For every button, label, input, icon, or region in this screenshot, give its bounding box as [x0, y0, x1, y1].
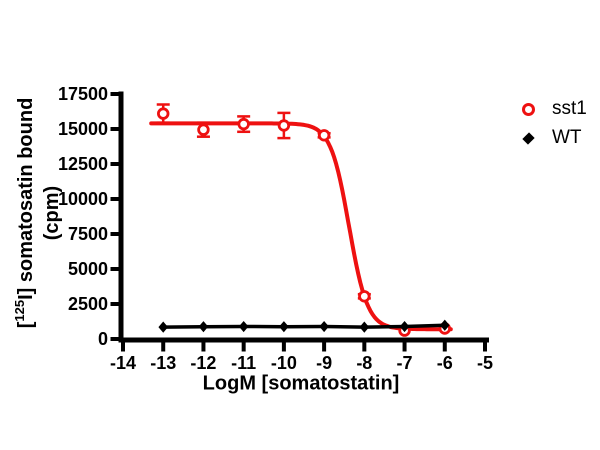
x-tick-label: -13 [150, 353, 176, 373]
x-tick-label: -6 [437, 353, 453, 373]
y-axis-title-line1: [125I] somatosatin bound [7, 98, 39, 329]
y-tick-label: 5000 [68, 259, 108, 279]
sst1-fit-curve [149, 121, 453, 332]
x-tick-label: -10 [271, 353, 297, 373]
x-tick-label: -12 [190, 353, 216, 373]
legend-marker-box [517, 131, 539, 145]
WT-data-point [279, 321, 289, 333]
open-circle-marker-icon [521, 102, 535, 116]
WT-data-point [359, 321, 370, 333]
sst1-data-point [277, 119, 291, 132]
x-tick-label: -9 [316, 353, 332, 373]
WT-data-point [238, 320, 249, 333]
sst1-data-point [197, 123, 210, 136]
y-title-text: I] somatosatin bound [14, 97, 37, 300]
x-tick-label: -7 [397, 353, 413, 373]
WT-data-point [198, 321, 209, 333]
y-tick-label: 2500 [68, 294, 108, 314]
WT-data-point [158, 321, 169, 333]
y-axis-title-line2: (cpm) [40, 185, 63, 241]
y-tick-label: 17500 [58, 84, 108, 104]
y-tick-label: 7500 [68, 224, 108, 244]
y-tick-label: 0 [98, 329, 108, 349]
WT-data-point [439, 319, 450, 331]
x-tick-label: -8 [356, 353, 372, 373]
x-tick-label: -5 [477, 353, 493, 373]
sst1-data-point [358, 290, 371, 303]
y-title-bracket: [ [14, 321, 37, 329]
x-tick-label: -14 [110, 353, 136, 373]
y-tick-label: 10000 [58, 189, 108, 209]
WT-line [161, 323, 447, 329]
sst1-data-point [237, 117, 250, 131]
y-tick-label: 12500 [58, 154, 108, 174]
filled-diamond-marker-icon [521, 131, 535, 145]
y-axis-title: [125I] somatosatin bound (cpm) [7, 98, 65, 329]
sst1-data-point [317, 129, 331, 142]
WT-data-point [399, 320, 410, 333]
legend-marker-box [517, 102, 539, 116]
legend-label-wt: WT [552, 127, 582, 148]
isotope-superscript: 125 [12, 299, 28, 322]
legend-label-sst1: sst1 [552, 98, 587, 119]
legend-item-sst1: sst1 [517, 98, 587, 120]
x-axis-title: LogM [somatostatin] [202, 372, 400, 395]
sst1-data-point [157, 107, 170, 120]
x-tick-label: -11 [231, 353, 256, 373]
legend-item-wt: WT [517, 127, 587, 149]
WT-data-point [319, 320, 329, 333]
legend: sst1 WT [517, 98, 587, 149]
y-tick-label: 15000 [58, 119, 108, 139]
